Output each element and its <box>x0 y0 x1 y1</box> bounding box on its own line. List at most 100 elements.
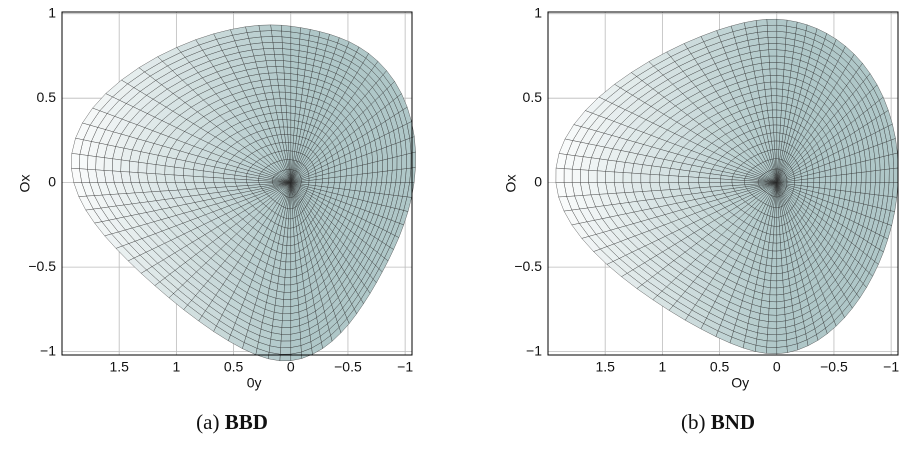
caption-name: BBD <box>225 410 268 434</box>
mesh-cell <box>265 54 276 60</box>
mesh-cell <box>768 44 777 50</box>
mesh-cell <box>831 175 837 182</box>
mesh-cell <box>291 269 297 278</box>
mesh-cell <box>388 158 393 171</box>
mesh-cell <box>259 25 272 31</box>
mesh-cell <box>763 75 770 82</box>
x-axis-label: Oy <box>731 375 749 391</box>
mesh-cell <box>270 79 279 86</box>
mesh-cell <box>767 335 777 342</box>
mesh-cell <box>764 82 771 89</box>
mesh-cell <box>564 169 572 183</box>
mesh-cell <box>285 277 291 285</box>
mesh-cell <box>769 50 777 56</box>
x-tick-label: 1 <box>658 359 666 375</box>
mesh-cell <box>777 89 783 96</box>
mesh-cell <box>281 334 291 341</box>
mesh-cell <box>278 86 285 93</box>
mesh-cell <box>772 110 777 117</box>
mesh-cell <box>765 89 772 97</box>
mesh-cell <box>362 164 367 174</box>
mesh-cell <box>88 156 97 170</box>
x-tick-label: −1 <box>397 359 413 375</box>
mesh-cell <box>777 251 782 259</box>
mesh-cell <box>846 183 852 192</box>
mesh-cell <box>856 172 861 182</box>
mesh-cell <box>777 19 787 26</box>
mesh-cell <box>659 183 670 191</box>
mesh-cell <box>280 261 286 270</box>
mesh-cell <box>156 165 165 175</box>
mesh-cell <box>768 31 777 37</box>
mesh-cell <box>277 284 285 293</box>
mesh-cell <box>291 261 296 270</box>
mesh-cell <box>767 250 772 259</box>
mesh-cell <box>291 253 296 262</box>
mesh-cell <box>688 183 699 189</box>
mesh-cell <box>392 157 397 171</box>
mesh-cell <box>193 176 204 183</box>
mesh-cell <box>271 31 282 37</box>
mesh-cell <box>830 183 836 190</box>
mesh-cell <box>669 168 680 176</box>
mesh-cell <box>758 37 768 44</box>
mesh-cell <box>556 168 564 183</box>
mesh-cell <box>870 159 875 172</box>
mesh-cell <box>283 49 291 56</box>
y-tick-label: −0.5 <box>514 258 542 274</box>
mesh-cell <box>174 167 184 176</box>
mesh-cell <box>866 171 871 183</box>
mesh-cell <box>871 171 876 183</box>
mesh-cell <box>282 321 291 328</box>
mesh-cell <box>245 25 260 32</box>
y-tick-label: 1 <box>48 4 56 20</box>
y-tick-label: 0 <box>48 173 56 189</box>
mesh-cell <box>281 25 291 32</box>
x-axis-label: 0y <box>247 375 262 391</box>
mesh-cell <box>783 83 790 91</box>
mesh-cell <box>285 92 291 99</box>
mesh-cell <box>291 127 294 135</box>
caption-label: (b) <box>681 410 706 434</box>
mesh-cell <box>356 174 362 183</box>
mesh-cell <box>650 183 661 191</box>
mesh-cell <box>861 172 866 183</box>
mesh-cell <box>291 74 298 81</box>
mesh-cell <box>777 258 782 266</box>
mesh-cell <box>669 176 679 183</box>
mesh-cell <box>764 273 771 281</box>
mesh-cell <box>278 79 285 86</box>
mesh-cell <box>772 259 777 267</box>
mesh-cell <box>875 170 880 183</box>
y-tick-label: 1 <box>534 4 542 20</box>
x-tick-label: −0.5 <box>334 359 362 375</box>
mesh-cell <box>165 166 175 175</box>
mesh-cell <box>368 163 373 174</box>
mesh-cell <box>678 183 689 189</box>
mesh-cell <box>777 69 784 76</box>
mesh-cell <box>112 159 121 172</box>
mesh-cell <box>777 141 780 150</box>
mesh-cell <box>762 69 770 76</box>
mesh-cell <box>773 235 777 243</box>
mesh-cell <box>801 183 808 187</box>
mesh-cell <box>820 177 826 183</box>
mesh-cell <box>771 274 777 281</box>
mesh-cell <box>861 161 866 173</box>
mesh-cell <box>770 75 777 82</box>
mesh-cell <box>669 183 680 190</box>
mesh-cell <box>406 153 411 169</box>
mesh-cell <box>769 62 776 69</box>
y-tick-label: 0 <box>534 173 542 189</box>
mesh-cell <box>777 314 786 322</box>
mesh-cell <box>283 61 291 68</box>
mesh-cell <box>767 25 777 31</box>
mesh-cell <box>283 300 291 307</box>
mesh-cell <box>889 168 894 182</box>
mesh-cell <box>287 228 290 237</box>
mesh-cell <box>659 167 670 175</box>
mesh-cell <box>768 328 777 335</box>
mesh-cell <box>777 243 781 251</box>
mesh-cell <box>79 154 88 169</box>
mesh-cell <box>282 245 287 254</box>
